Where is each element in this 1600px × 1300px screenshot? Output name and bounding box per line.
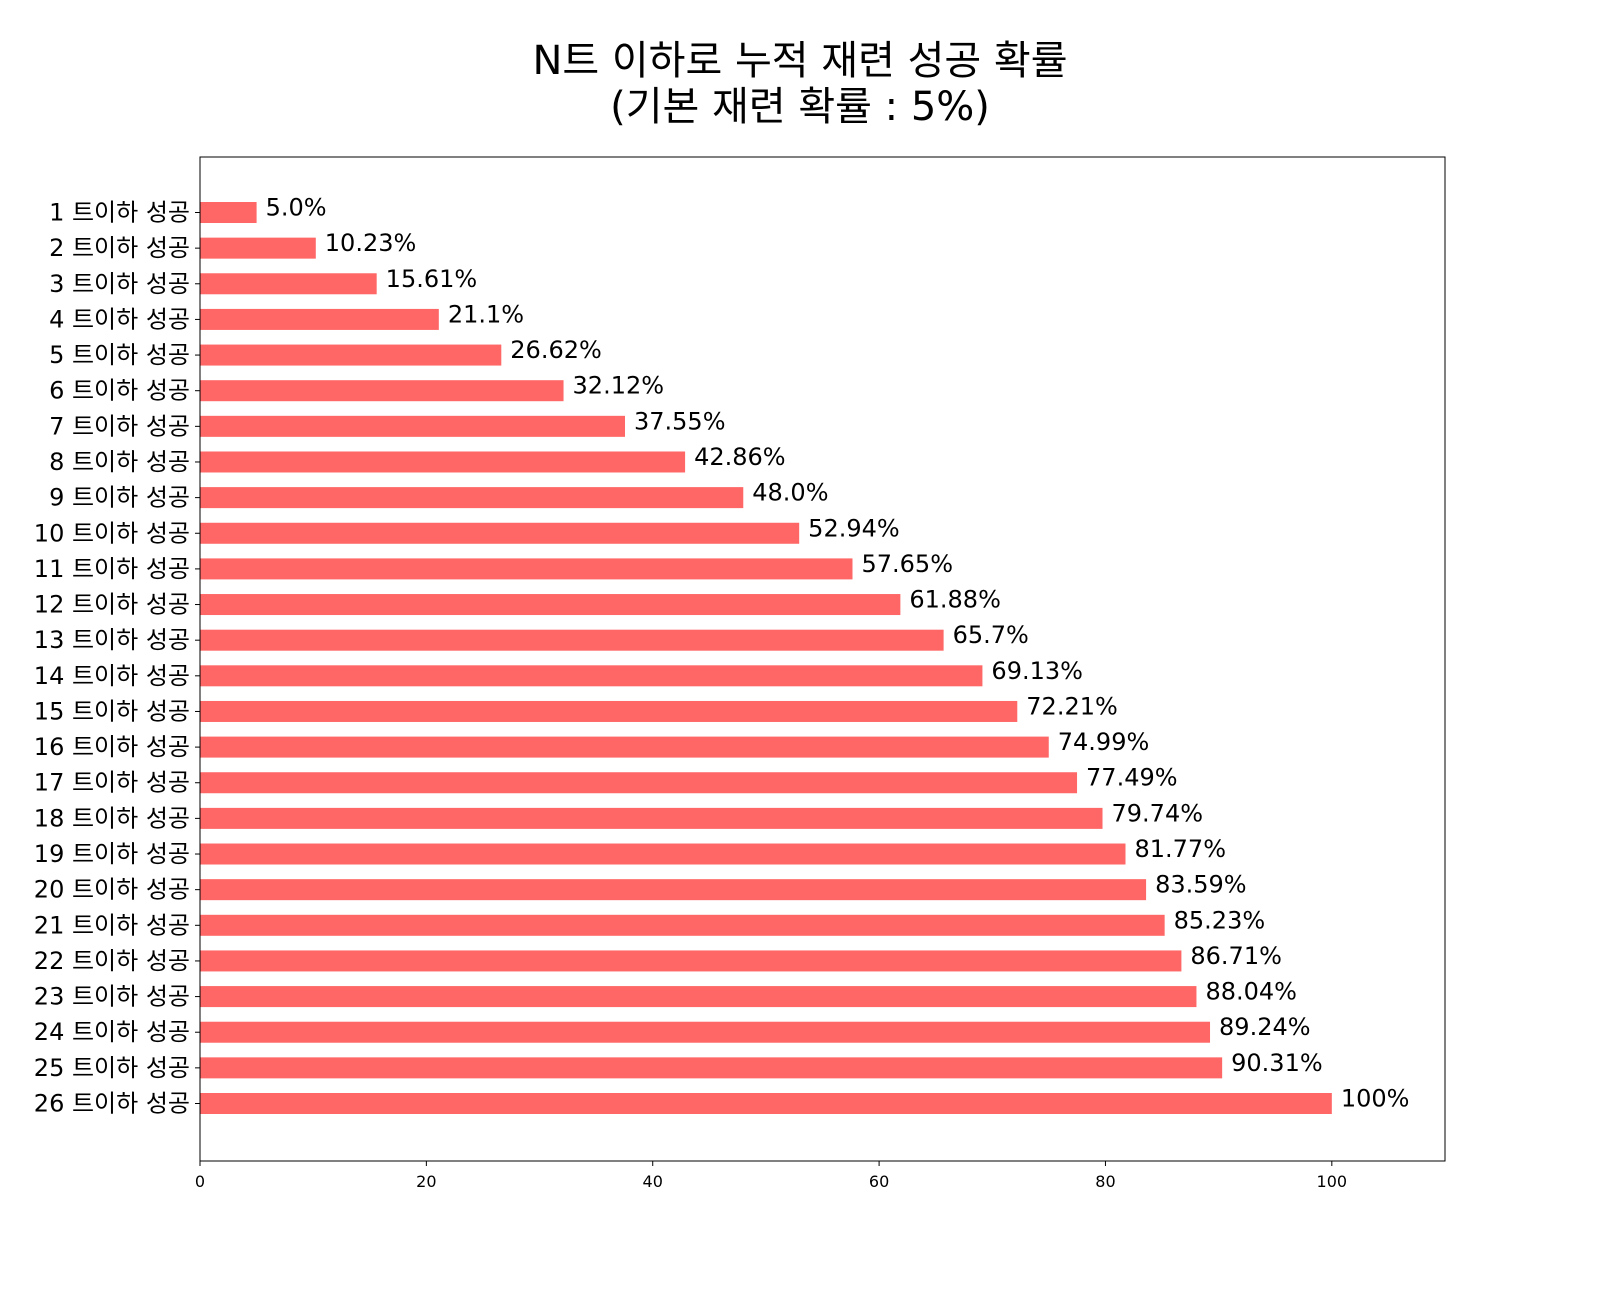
- bar-value-label: 26.62%: [510, 336, 602, 364]
- category-label: 5 트이하 성공: [49, 341, 190, 369]
- bar: [200, 843, 1126, 865]
- bar: [200, 273, 377, 295]
- category-label: 24 트이하 성공: [34, 1018, 190, 1046]
- category-label: 2 트이하 성공: [49, 234, 190, 262]
- bar-value-label: 79.74%: [1112, 799, 1204, 827]
- bar-value-label: 10.23%: [325, 229, 417, 257]
- category-label: 19 트이하 성공: [34, 840, 190, 868]
- bar-value-label: 83.59%: [1155, 871, 1247, 899]
- bar-value-label: 85.23%: [1174, 906, 1266, 934]
- bar: [200, 879, 1147, 901]
- category-label: 23 트이하 성공: [34, 983, 190, 1011]
- bar-value-label: 100%: [1341, 1085, 1410, 1113]
- category-label: 17 트이하 성공: [34, 769, 190, 797]
- bar: [200, 594, 901, 616]
- bar-value-label: 69.13%: [991, 657, 1083, 685]
- bar: [200, 308, 439, 330]
- category-label: 6 트이하 성공: [49, 377, 190, 405]
- bar-value-label: 15.61%: [386, 265, 478, 293]
- x-axis: 0 20 40 60 80 100: [195, 212, 1348, 1191]
- x-tick-label: 100: [1317, 1172, 1348, 1191]
- bar-value-label: 32.12%: [573, 372, 665, 400]
- bar-value-label: 89.24%: [1219, 1013, 1311, 1041]
- bar: [200, 665, 983, 687]
- bar-value-label: 86.71%: [1190, 942, 1282, 970]
- bar: [200, 629, 944, 651]
- x-tick-label: 20: [416, 1172, 436, 1191]
- bar-value-label: 48.0%: [752, 479, 828, 507]
- chart-title-line-2: (기본 재련 확률 : 5%): [610, 84, 990, 130]
- category-label: 21 트이하 성공: [34, 911, 190, 939]
- bar-value-label: 5.0%: [266, 194, 327, 222]
- bar: [200, 202, 257, 223]
- bar-value-label: 37.55%: [634, 407, 726, 435]
- bar: [200, 380, 564, 402]
- bar: [200, 736, 1049, 758]
- x-tick-label: 40: [643, 1172, 663, 1191]
- bar-value-label: 88.04%: [1205, 978, 1297, 1006]
- bar: [200, 344, 502, 366]
- category-label: 22 트이하 성공: [34, 947, 190, 975]
- category-label: 9 트이하 성공: [49, 484, 190, 512]
- chart-title: N트 이하로 누적 재련 성공 확률 (기본 재련 확률 : 5%): [0, 38, 1600, 130]
- category-label: 14 트이하 성공: [34, 662, 190, 690]
- bar: [200, 558, 853, 580]
- category-label: 18 트이하 성공: [34, 804, 190, 832]
- bar-value-label: 90.31%: [1231, 1049, 1323, 1077]
- chart-title-line-1: N트 이하로 누적 재련 성공 확률: [532, 38, 1068, 84]
- bar-value-label: 52.94%: [808, 514, 900, 542]
- category-label: 26 트이하 성공: [34, 1090, 190, 1118]
- bar: [200, 1093, 1332, 1114]
- category-label: 11 트이하 성공: [34, 555, 190, 583]
- x-tick-label: 0: [195, 1172, 205, 1191]
- bar: [200, 807, 1103, 829]
- category-label: 15 트이하 성공: [34, 697, 190, 725]
- category-label: 20 트이하 성공: [34, 876, 190, 904]
- category-label: 1 트이하 성공: [49, 199, 190, 227]
- bar: [200, 1021, 1211, 1043]
- category-label: 7 트이하 성공: [49, 412, 190, 440]
- category-label: 10 트이하 성공: [34, 519, 190, 547]
- category-label: 8 트이하 성공: [49, 448, 190, 476]
- bar-value-label: 72.21%: [1026, 692, 1118, 720]
- bar: [200, 487, 744, 509]
- category-labels: 1 트이하 성공 2 트이하 성공 3 트이하 성공 4 트이하 성공 5 트이하 성공…: [34, 199, 190, 1118]
- bar: [200, 522, 800, 544]
- bar: [200, 451, 686, 473]
- bar-value-label: 57.65%: [861, 550, 953, 578]
- bar-value-label: 77.49%: [1086, 764, 1178, 792]
- bar-value-label: 74.99%: [1058, 728, 1150, 756]
- bar-value-label: 65.7%: [953, 621, 1029, 649]
- bar: [200, 237, 316, 259]
- x-tick-label: 80: [1095, 1172, 1115, 1191]
- bar: [200, 986, 1197, 1008]
- bar-value-label: 61.88%: [909, 586, 1001, 614]
- bar: [200, 950, 1182, 972]
- value-labels: 5.0% 10.23% 15.61% 21.1% 26.62% 32.12% 37.55% 4…: [266, 194, 1410, 1113]
- bar: [200, 700, 1018, 722]
- bar-value-label: 42.86%: [694, 443, 786, 471]
- category-label: 13 트이하 성공: [34, 626, 190, 654]
- category-label: 16 트이하 성공: [34, 733, 190, 761]
- category-label: 4 트이하 성공: [49, 305, 190, 333]
- bar: [200, 914, 1165, 936]
- bar-value-label: 81.77%: [1134, 835, 1226, 863]
- category-label: 12 트이하 성공: [34, 591, 190, 619]
- bar-value-label: 21.1%: [448, 300, 524, 328]
- bar: [200, 772, 1078, 794]
- x-tick-label: 60: [869, 1172, 889, 1191]
- bar: [200, 1057, 1223, 1079]
- category-label: 25 트이하 성공: [34, 1054, 190, 1082]
- bar: [200, 415, 625, 437]
- plot-frame: [199, 156, 1446, 1162]
- category-label: 3 트이하 성공: [49, 270, 190, 298]
- bars-layer: [200, 202, 1332, 1114]
